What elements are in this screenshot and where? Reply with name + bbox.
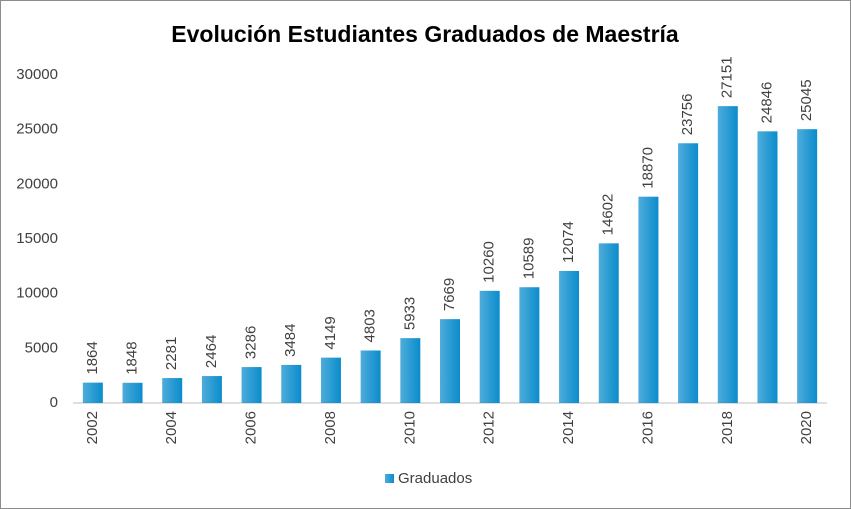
bar	[201, 376, 222, 403]
bar	[519, 287, 540, 403]
data-label: 10589	[520, 238, 537, 280]
x-tick-label: 2002	[84, 411, 101, 444]
bar	[598, 243, 619, 403]
y-tick-label: 0	[50, 394, 58, 411]
x-tick-label: 2016	[639, 411, 656, 444]
data-label: 14602	[600, 194, 617, 236]
y-tick-label: 5000	[25, 339, 58, 356]
data-label: 27151	[719, 56, 736, 98]
x-tick-label: 2020	[798, 411, 815, 444]
data-label: 5933	[401, 297, 418, 330]
x-tick-label: 2014	[560, 411, 577, 444]
data-label: 3484	[282, 324, 299, 357]
bar	[479, 290, 500, 403]
data-label: 24846	[758, 82, 775, 124]
bar	[360, 350, 381, 403]
y-tick-label: 20000	[16, 175, 58, 192]
x-tick-label: 2008	[322, 411, 339, 444]
bar	[678, 143, 699, 403]
x-tick-label: 2010	[401, 411, 418, 444]
bar	[320, 357, 341, 403]
y-tick-label: 10000	[16, 285, 58, 302]
bar	[241, 367, 262, 403]
data-label: 10260	[481, 241, 498, 283]
data-label: 1848	[123, 341, 140, 374]
data-label: 7669	[441, 278, 458, 311]
x-tick-label: 2012	[481, 411, 498, 444]
data-label: 12074	[560, 221, 577, 263]
data-label: 2281	[163, 337, 180, 370]
bar	[717, 106, 738, 404]
bar	[122, 382, 143, 403]
data-label: 25045	[798, 79, 815, 121]
y-tick-label: 15000	[16, 230, 58, 247]
x-tick-label: 2006	[243, 411, 260, 444]
bar	[797, 129, 818, 403]
y-tick-label: 30000	[16, 66, 58, 83]
data-label: 23756	[679, 94, 696, 136]
legend-marker	[385, 474, 394, 483]
bar	[400, 338, 421, 403]
bar	[162, 378, 183, 403]
data-label: 4149	[322, 316, 339, 349]
x-tick-label: 2004	[163, 411, 180, 444]
chart-title: Evolución Estudiantes Graduados de Maest…	[171, 21, 679, 47]
data-label: 1864	[84, 341, 101, 374]
data-label: 18870	[639, 147, 656, 189]
data-label: 4803	[362, 309, 379, 342]
data-label: 2464	[203, 335, 220, 368]
legend-label: Graduados	[398, 470, 472, 487]
bar	[440, 319, 460, 403]
x-tick-label: 2018	[719, 411, 736, 444]
bar	[638, 196, 659, 403]
bar	[757, 131, 778, 403]
bar	[281, 364, 302, 403]
bar	[559, 270, 580, 403]
bar	[82, 382, 103, 403]
data-label: 3286	[243, 326, 260, 359]
y-tick-label: 25000	[16, 121, 58, 138]
